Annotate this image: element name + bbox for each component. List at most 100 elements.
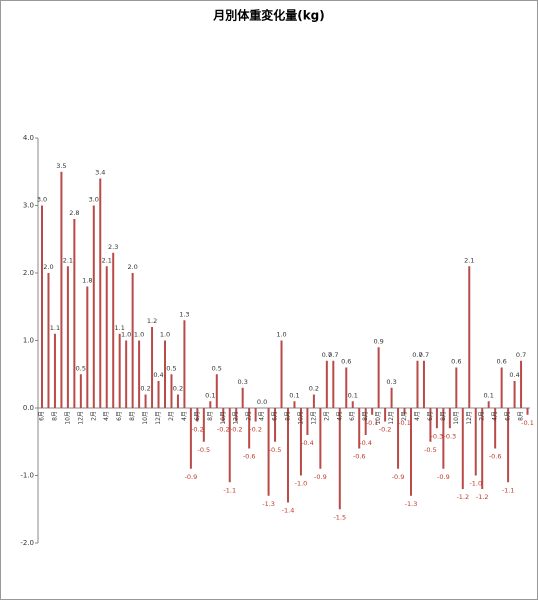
- data-label: 0.5: [76, 364, 86, 372]
- x-tick-label: 10月: [297, 411, 304, 425]
- bar: [377, 347, 380, 408]
- bar: [235, 408, 238, 422]
- bar: [215, 374, 218, 408]
- x-tick-label: 10月: [220, 411, 227, 425]
- bar: [189, 408, 192, 469]
- data-label: 0.4: [509, 371, 519, 379]
- bar: [500, 367, 503, 408]
- data-label: 2.8: [69, 209, 79, 217]
- bar: [241, 387, 244, 408]
- data-label: -0.6: [489, 453, 502, 461]
- data-label: -0.4: [359, 439, 372, 447]
- bar: [371, 408, 374, 415]
- x-tick-label: 4月: [414, 411, 421, 421]
- bar: [176, 394, 179, 408]
- x-tick-label: 2月: [246, 411, 253, 421]
- bar: [410, 408, 412, 496]
- data-label: -0.5: [269, 446, 282, 454]
- x-tick-label: 10月: [142, 411, 149, 425]
- data-label: 0.3: [386, 378, 396, 386]
- bar: [86, 286, 89, 408]
- x-tick-label: 6月: [194, 411, 201, 421]
- data-label: -1.1: [502, 486, 515, 494]
- bar: [92, 205, 95, 408]
- bar: [468, 266, 471, 408]
- bar: [487, 401, 490, 408]
- y-tick-label: 4.0: [23, 134, 34, 142]
- data-label: -0.9: [314, 473, 327, 481]
- data-label: 2.1: [102, 256, 112, 264]
- x-tick-label: 2月: [168, 411, 175, 421]
- bar: [494, 408, 497, 449]
- data-label: 0.5: [212, 364, 222, 372]
- data-label: -0.2: [379, 426, 392, 434]
- data-label: -1.1: [223, 486, 236, 494]
- bar: [448, 408, 451, 429]
- data-label: 2.1: [464, 256, 474, 264]
- data-label: -1.5: [333, 513, 346, 521]
- data-label: 0.6: [451, 358, 461, 366]
- bar: [209, 401, 212, 408]
- bar: [325, 360, 328, 408]
- bar: [53, 333, 56, 408]
- data-label: 0.3: [238, 378, 248, 386]
- data-label: 2.0: [127, 263, 137, 271]
- x-tick-label: 6月: [505, 411, 512, 421]
- data-label: -1.3: [405, 500, 418, 508]
- x-tick-label: 6月: [39, 411, 46, 421]
- bar: [157, 381, 160, 408]
- x-tick-label: 12月: [155, 411, 162, 425]
- x-tick-label: 2月: [323, 411, 330, 421]
- x-tick-label: 2月: [90, 411, 97, 421]
- bar: [306, 408, 309, 435]
- x-tick-label: 6月: [116, 411, 123, 421]
- bar: [47, 273, 50, 408]
- data-label: 0.0: [257, 398, 267, 406]
- data-label: -0.4: [301, 439, 314, 447]
- data-label: 0.7: [516, 351, 526, 359]
- bar: [474, 408, 477, 476]
- data-label: 1.0: [160, 331, 170, 339]
- y-tick-label: 2.0: [23, 269, 34, 277]
- data-label: -0.2: [191, 426, 204, 434]
- data-label: -0.2: [249, 426, 262, 434]
- data-label: -0.1: [521, 419, 534, 427]
- data-label: 0.2: [309, 385, 319, 393]
- y-tick-label: -1.0: [20, 472, 34, 480]
- y-tick-label: 3.0: [23, 202, 34, 210]
- data-label: 0.6: [341, 358, 351, 366]
- data-label: 0.5: [166, 364, 176, 372]
- data-label: 1.2: [147, 317, 157, 325]
- bar: [526, 408, 529, 415]
- chart-title: 月別体重変化量(kg): [212, 8, 325, 23]
- data-label: 0.9: [373, 337, 383, 345]
- bar: [435, 408, 438, 429]
- bar: [151, 327, 154, 408]
- data-label: 3.5: [56, 162, 66, 170]
- data-label: -0.5: [424, 446, 437, 454]
- data-label: 0.1: [348, 391, 358, 399]
- bar: [248, 408, 251, 449]
- bar: [397, 408, 400, 469]
- bar: [112, 252, 115, 408]
- bar: [254, 408, 257, 422]
- data-label: -0.6: [243, 453, 256, 461]
- bar: [299, 408, 302, 476]
- bar: [274, 408, 277, 442]
- bar: [351, 401, 354, 408]
- data-label: -1.3: [262, 500, 275, 508]
- data-label: 0.1: [289, 391, 299, 399]
- bar: [66, 266, 69, 408]
- bar: [429, 408, 432, 442]
- x-tick-label: 8月: [362, 411, 369, 421]
- bar: [481, 408, 484, 489]
- x-tick-label: 12月: [233, 411, 240, 425]
- bar: [520, 360, 523, 408]
- x-tick-label: 8月: [129, 411, 136, 421]
- data-label: -1.2: [456, 493, 469, 501]
- x-tick-label: 8月: [285, 411, 292, 421]
- x-tick-label: 6月: [272, 411, 279, 421]
- bar: [358, 408, 361, 449]
- x-tick-label: 8月: [518, 411, 525, 421]
